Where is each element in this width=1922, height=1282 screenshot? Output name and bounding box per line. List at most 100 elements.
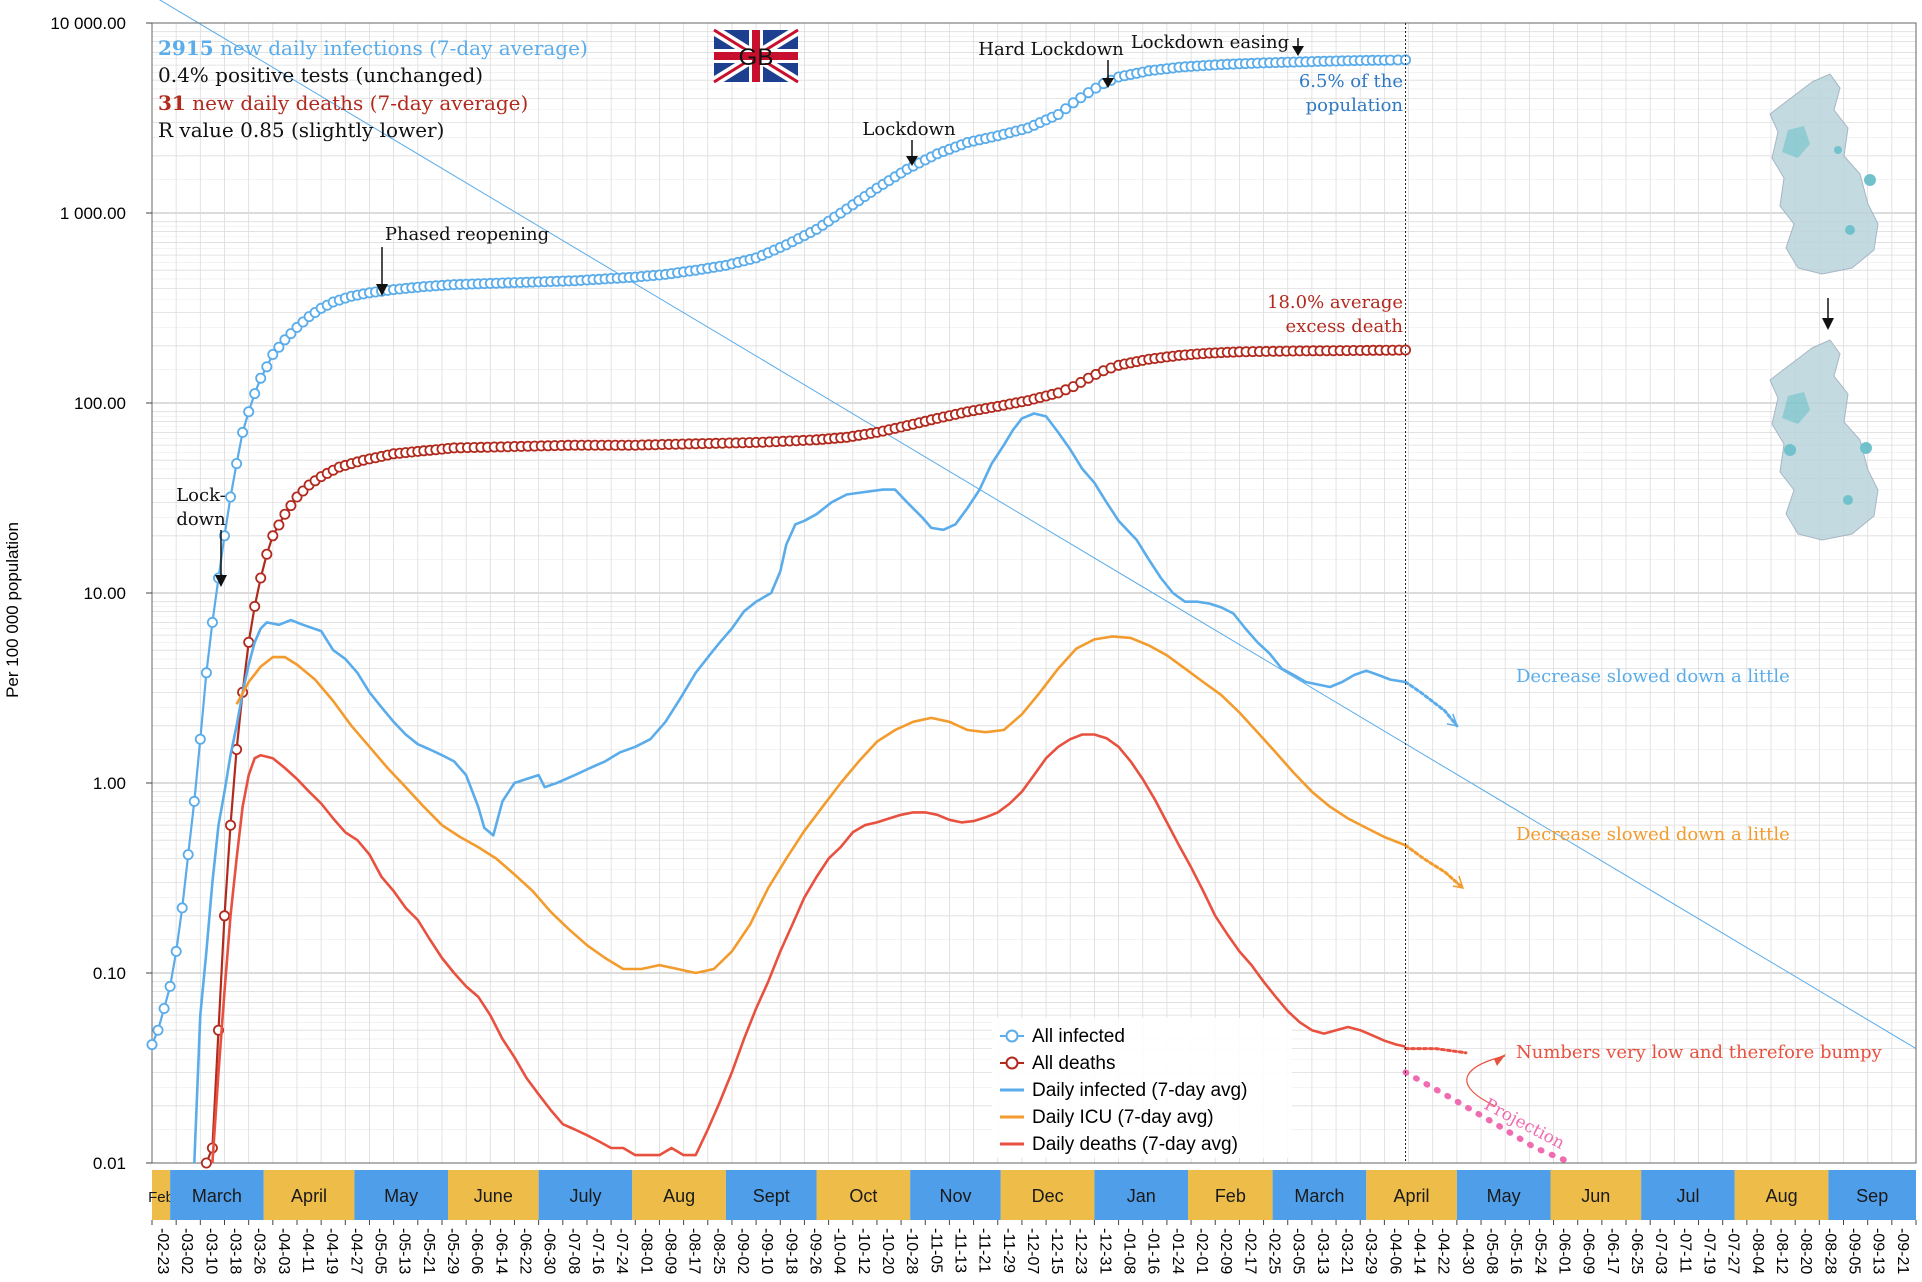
x-tick-label: -05-08 <box>1483 1228 1500 1274</box>
annotation-lockdown: Lockdown <box>862 119 956 140</box>
series-daily-icu-line <box>235 635 1406 975</box>
arrow-first-lockdown <box>215 530 227 587</box>
annotation-hard-lockdown: Hard Lockdown <box>978 39 1124 60</box>
x-tick-label: -03-13 <box>1314 1228 1331 1274</box>
month-block <box>1828 1170 1916 1220</box>
uk-map-icon <box>1769 73 1879 275</box>
x-tick-label: -11-29 <box>1000 1228 1017 1273</box>
legend-item-daily-deaths: Daily deaths (7-day avg) <box>1000 1134 1238 1155</box>
x-tick-label: -08-17 <box>686 1228 703 1274</box>
series-all-infected-point <box>243 406 255 418</box>
note-deaths-arrowhead <box>1494 1054 1506 1066</box>
month-label: July <box>569 1186 601 1206</box>
annotation-lockdown-line2: down <box>176 509 226 530</box>
arrow-lockdown <box>906 140 918 166</box>
x-tick-label: -12-23 <box>1072 1228 1089 1274</box>
series-all-infected-point <box>152 1024 164 1036</box>
annotation-excess-line2: excess death <box>1286 316 1404 337</box>
x-tick-label: -07-16 <box>589 1228 606 1274</box>
series-all-infected-point <box>218 530 230 542</box>
projection-icu <box>1404 843 1465 890</box>
x-tick-label: -08-09 <box>661 1228 678 1274</box>
x-tick-label: -04-19 <box>323 1228 340 1274</box>
x-tick-label: -05-13 <box>396 1228 413 1274</box>
legend-item-all-infected: All infected <box>1000 1026 1125 1047</box>
x-tick-label: -12-31 <box>1096 1228 1113 1274</box>
x-tick-label: -04-11 <box>299 1228 316 1273</box>
month-label: Nov <box>939 1186 971 1206</box>
series-all-infected-point <box>176 902 188 914</box>
month-block <box>1456 1170 1551 1220</box>
projections <box>1402 680 1575 1166</box>
series-all-infected-point <box>255 372 267 384</box>
annotation-population-line2: population <box>1306 95 1404 116</box>
stats-deaths: 31 new daily deaths (7-day average) <box>158 91 528 115</box>
series-all-deaths-point <box>249 600 261 612</box>
legend-item-all-deaths: All deaths <box>1000 1053 1115 1074</box>
month-label: April <box>1394 1186 1430 1206</box>
x-tick-label: -07-19 <box>1701 1228 1718 1274</box>
series-all-infected-point <box>1075 92 1087 104</box>
x-tick-label: -02-09 <box>1217 1228 1234 1274</box>
legend: All infected All deaths Daily infected (… <box>992 1018 1292 1158</box>
x-tick-label: -05-29 <box>444 1228 461 1274</box>
map-arrow-icon <box>1822 298 1834 330</box>
x-tick-label: -01-16 <box>1145 1228 1162 1274</box>
x-tick-label: -11-13 <box>951 1228 968 1273</box>
projection-projection <box>1402 1069 1575 1166</box>
y-tick-label: 100.00 <box>74 394 126 413</box>
series-all-infected-point <box>206 616 218 628</box>
month-block <box>1094 1170 1189 1220</box>
x-tick-label: -06-09 <box>1580 1228 1597 1274</box>
month-label: April <box>291 1186 327 1206</box>
series-all-deaths-point <box>224 819 236 831</box>
x-tick-label: -07-11 <box>1676 1228 1693 1273</box>
month-label: Oct <box>849 1186 877 1206</box>
x-tick-label: -01-08 <box>1121 1228 1138 1274</box>
x-tick-label: -02-23 <box>154 1228 171 1274</box>
month-block <box>632 1170 726 1220</box>
series-all-infected-point <box>188 795 200 807</box>
annotation-excess-line1: 18.0% average <box>1267 292 1403 313</box>
projection-deaths <box>1404 1047 1468 1055</box>
legend-label-daily-icu: Daily ICU (7-day avg) <box>1032 1107 1214 1128</box>
month-block <box>1550 1170 1642 1220</box>
x-tick-label: -05-16 <box>1507 1228 1524 1274</box>
x-tick-label: -06-14 <box>492 1228 509 1274</box>
x-tick-label: -03-10 <box>202 1228 219 1274</box>
x-tick-label: -06-06 <box>468 1228 485 1274</box>
x-tick-label: -02-17 <box>1241 1228 1258 1274</box>
month-label: Feb <box>148 1189 174 1206</box>
gb-flag-icon: GB <box>711 25 801 87</box>
x-tick-label: -03-05 <box>1290 1228 1307 1274</box>
x-tick-label: -09-10 <box>758 1228 775 1274</box>
series-all-infected-point <box>164 980 176 992</box>
month-label: May <box>384 1186 418 1206</box>
legend-label-all-infected: All infected <box>1032 1026 1125 1047</box>
x-tick-label: -08-04 <box>1749 1228 1766 1274</box>
stats-infections: 2915 new daily infections (7-day average… <box>158 36 588 60</box>
month-label: Jun <box>1581 1186 1610 1206</box>
series-all-deaths-point <box>218 910 230 922</box>
y-tick-label: 0.10 <box>93 964 126 983</box>
series-all-infected-point <box>267 348 279 360</box>
series-all-deaths-point <box>267 530 279 542</box>
month-label: March <box>1294 1186 1344 1206</box>
x-tick-label: -08-28 <box>1821 1228 1838 1274</box>
x-tick-label: -09-26 <box>806 1228 823 1274</box>
series-all-infected-point <box>146 1039 158 1051</box>
month-block <box>152 1170 171 1220</box>
x-tick-label: -03-29 <box>1362 1228 1379 1274</box>
x-tick-label: -01-24 <box>1169 1228 1186 1274</box>
month-block <box>725 1170 817 1220</box>
projection-label: Projection <box>1481 1095 1568 1154</box>
y-tick-label: 1.00 <box>93 774 126 793</box>
annotation-population-line1: 6.5% of the <box>1299 71 1403 92</box>
y-tick-label: 10 000.00 <box>50 14 126 33</box>
x-tick-label: -08-01 <box>637 1228 654 1274</box>
month-label: June <box>474 1186 513 1206</box>
x-tick-label: -07-27 <box>1725 1228 1742 1274</box>
series-all-infected-point <box>1067 97 1079 109</box>
note-deaths: Numbers very low and therefore bumpy <box>1516 1042 1883 1063</box>
